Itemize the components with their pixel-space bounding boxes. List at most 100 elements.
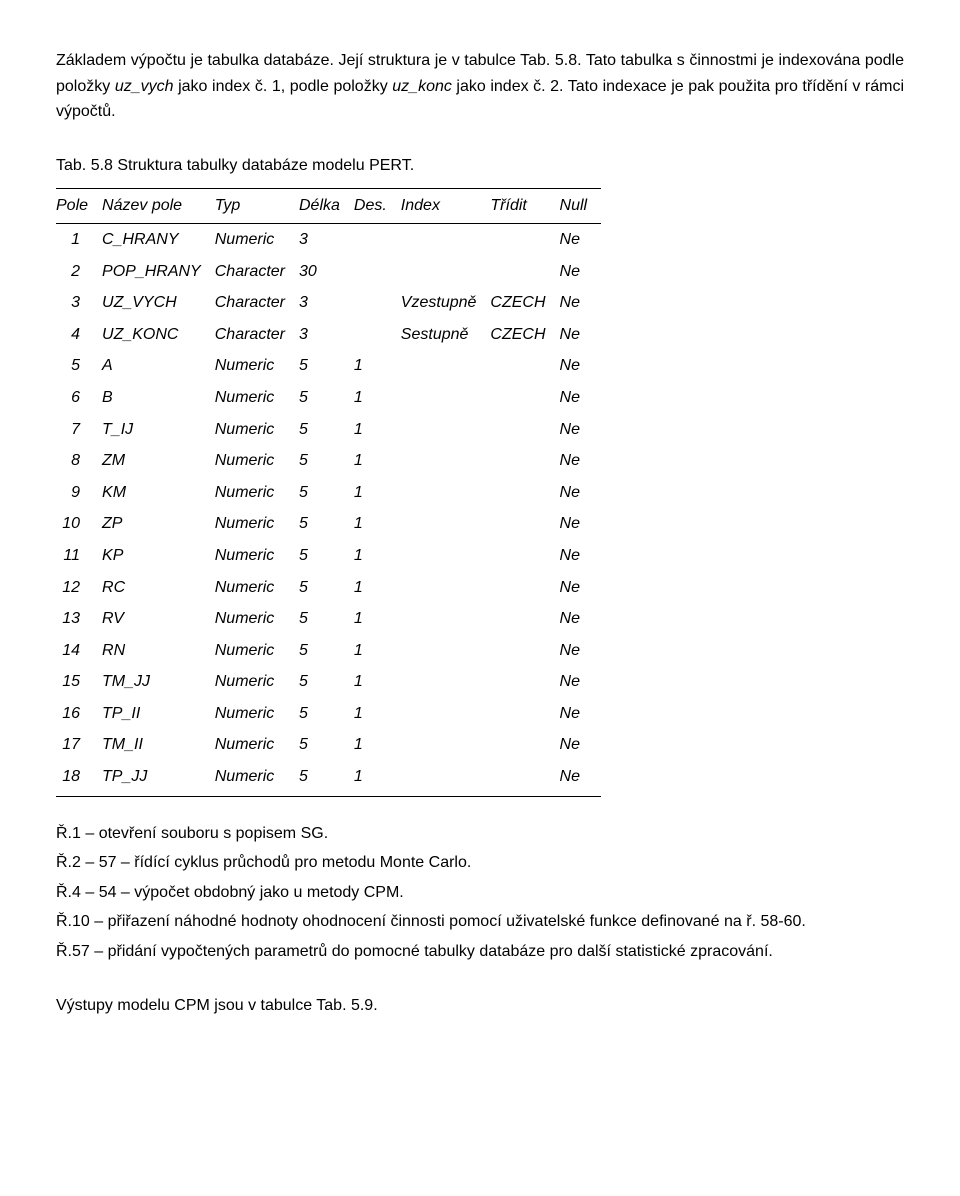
cell-des: 1	[354, 572, 401, 604]
cell-index	[401, 698, 491, 730]
note-line: Ř.57 – přidání vypočtených parametrů do …	[56, 939, 904, 965]
cell-typ: Character	[215, 319, 299, 351]
cell-des: 1	[354, 635, 401, 667]
cell-typ: Numeric	[215, 350, 299, 382]
table-row: 4UZ_KONCCharacter3SestupněCZECHNe	[56, 319, 601, 351]
cell-pole: 6	[56, 382, 102, 414]
cell-delka: 3	[299, 287, 354, 319]
cell-tridit: CZECH	[490, 287, 559, 319]
cell-delka: 3	[299, 319, 354, 351]
cell-index	[401, 414, 491, 446]
cell-des: 1	[354, 761, 401, 796]
table-row: 12RCNumeric51Ne	[56, 572, 601, 604]
cell-delka: 5	[299, 572, 354, 604]
cell-tridit	[490, 603, 559, 635]
cell-delka: 5	[299, 414, 354, 446]
cell-null: Ne	[560, 603, 602, 635]
table-row: 9KMNumeric51Ne	[56, 477, 601, 509]
footer-paragraph: Výstupy modelu CPM jsou v tabulce Tab. 5…	[56, 993, 904, 1019]
cell-index	[401, 666, 491, 698]
cell-typ: Numeric	[215, 761, 299, 796]
cell-typ: Numeric	[215, 508, 299, 540]
cell-des: 1	[354, 477, 401, 509]
cell-index	[401, 477, 491, 509]
cell-null: Ne	[560, 477, 602, 509]
cell-nazev: UZ_VYCH	[102, 287, 215, 319]
cell-typ: Numeric	[215, 382, 299, 414]
cell-null: Ne	[560, 508, 602, 540]
cell-des	[354, 287, 401, 319]
intro-paragraph: Základem výpočtu je tabulka databáze. Je…	[56, 48, 904, 125]
cell-typ: Numeric	[215, 572, 299, 604]
cell-pole: 14	[56, 635, 102, 667]
table-row: 15TM_JJNumeric51Ne	[56, 666, 601, 698]
cell-index	[401, 635, 491, 667]
cell-nazev: RV	[102, 603, 215, 635]
cell-delka: 5	[299, 508, 354, 540]
table-caption: Tab. 5.8 Struktura tabulky databáze mode…	[56, 153, 904, 179]
cell-pole: 1	[56, 223, 102, 255]
table-row: 14RNNumeric51Ne	[56, 635, 601, 667]
cell-null: Ne	[560, 572, 602, 604]
table-row: 1C_HRANYNumeric3Ne	[56, 223, 601, 255]
cell-delka: 5	[299, 477, 354, 509]
cell-delka: 5	[299, 729, 354, 761]
cell-index	[401, 540, 491, 572]
table-row: 13RVNumeric51Ne	[56, 603, 601, 635]
cell-pole: 18	[56, 761, 102, 796]
cell-null: Ne	[560, 729, 602, 761]
cell-des: 1	[354, 350, 401, 382]
cell-typ: Numeric	[215, 698, 299, 730]
cell-typ: Numeric	[215, 445, 299, 477]
cell-nazev: POP_HRANY	[102, 256, 215, 288]
cell-index	[401, 572, 491, 604]
cell-delka: 5	[299, 603, 354, 635]
cell-typ: Numeric	[215, 223, 299, 255]
cell-index: Vzestupně	[401, 287, 491, 319]
cell-des	[354, 223, 401, 255]
table-row: 2POP_HRANYCharacter30Ne	[56, 256, 601, 288]
cell-tridit: CZECH	[490, 319, 559, 351]
cell-nazev: TP_JJ	[102, 761, 215, 796]
cell-pole: 2	[56, 256, 102, 288]
cell-null: Ne	[560, 761, 602, 796]
note-line: Ř.2 – 57 – řídící cyklus průchodů pro me…	[56, 850, 904, 876]
table-row: 17TM_IINumeric51Ne	[56, 729, 601, 761]
cell-typ: Character	[215, 287, 299, 319]
cell-index	[401, 382, 491, 414]
cell-typ: Numeric	[215, 666, 299, 698]
cell-typ: Numeric	[215, 414, 299, 446]
col-delka: Délka	[299, 189, 354, 224]
cell-tridit	[490, 477, 559, 509]
cell-tridit	[490, 572, 559, 604]
cell-pole: 15	[56, 666, 102, 698]
cell-delka: 5	[299, 382, 354, 414]
cell-nazev: TP_II	[102, 698, 215, 730]
cell-tridit	[490, 761, 559, 796]
cell-des: 1	[354, 414, 401, 446]
cell-nazev: UZ_KONC	[102, 319, 215, 351]
cell-pole: 17	[56, 729, 102, 761]
cell-typ: Numeric	[215, 729, 299, 761]
cell-tridit	[490, 508, 559, 540]
cell-null: Ne	[560, 414, 602, 446]
cell-null: Ne	[560, 445, 602, 477]
cell-typ: Numeric	[215, 477, 299, 509]
intro-part2: jako index č. 1, podle položky	[174, 78, 393, 95]
cell-pole: 4	[56, 319, 102, 351]
col-pole: Pole	[56, 189, 102, 224]
cell-delka: 5	[299, 635, 354, 667]
cell-null: Ne	[560, 635, 602, 667]
cell-typ: Numeric	[215, 603, 299, 635]
cell-nazev: KP	[102, 540, 215, 572]
cell-index	[401, 729, 491, 761]
cell-index	[401, 223, 491, 255]
cell-pole: 9	[56, 477, 102, 509]
cell-des: 1	[354, 445, 401, 477]
cell-null: Ne	[560, 540, 602, 572]
cell-nazev: TM_II	[102, 729, 215, 761]
note-line: Ř.10 – přiřazení náhodné hodnoty ohodnoc…	[56, 909, 904, 935]
table-header-row: Pole Název pole Typ Délka Des. Index Tří…	[56, 189, 601, 224]
table-row: 16TP_IINumeric51Ne	[56, 698, 601, 730]
cell-des: 1	[354, 666, 401, 698]
